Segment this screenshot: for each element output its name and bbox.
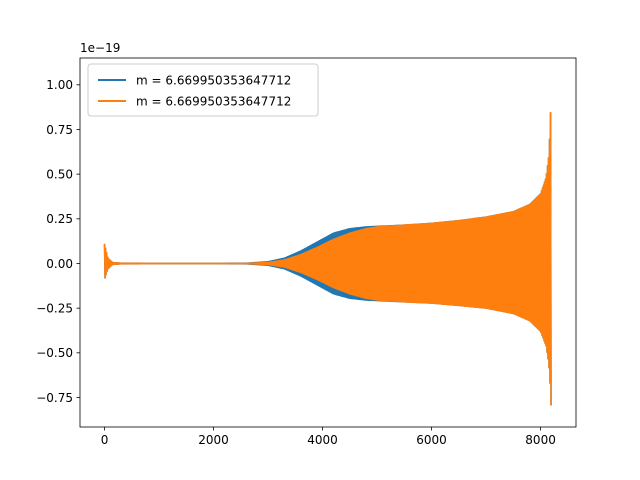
legend-label-1: m = 6.669950353647712 [136, 74, 291, 88]
axes-frame [79, 57, 577, 428]
y-tick-label: 0.75 [46, 123, 73, 137]
y-offset-label: 1e−19 [80, 41, 120, 55]
y-tick-label: 1.00 [46, 78, 73, 92]
y-tick-label: −0.50 [36, 346, 73, 360]
y-tick-label: 0.00 [46, 257, 73, 271]
series-line-2 [103, 111, 552, 406]
ticks: 0 2000 4000 6000 8000 −0.75 −0.50 −0.25 0.00 0.25… [36, 78, 556, 447]
x-tick-label: 8000 [525, 433, 556, 447]
x-tick-label: 0 [101, 433, 109, 447]
y-tick-label: 0.50 [46, 167, 73, 181]
y-tick-label: 0.25 [46, 212, 73, 226]
x-tick-label: 2000 [198, 433, 229, 447]
plot-area [103, 111, 552, 406]
legend-box [87, 63, 319, 117]
x-tick-label: 6000 [416, 433, 447, 447]
y-tick-label: −0.25 [36, 301, 73, 315]
legend-label-2: m = 6.669950353647712 [136, 95, 291, 109]
x-tick-label: 4000 [307, 433, 338, 447]
y-tick-label: −0.75 [36, 391, 73, 405]
legend: m = 6.669950353647712 m = 6.6699503536477… [87, 63, 319, 117]
axes [79, 57, 577, 428]
